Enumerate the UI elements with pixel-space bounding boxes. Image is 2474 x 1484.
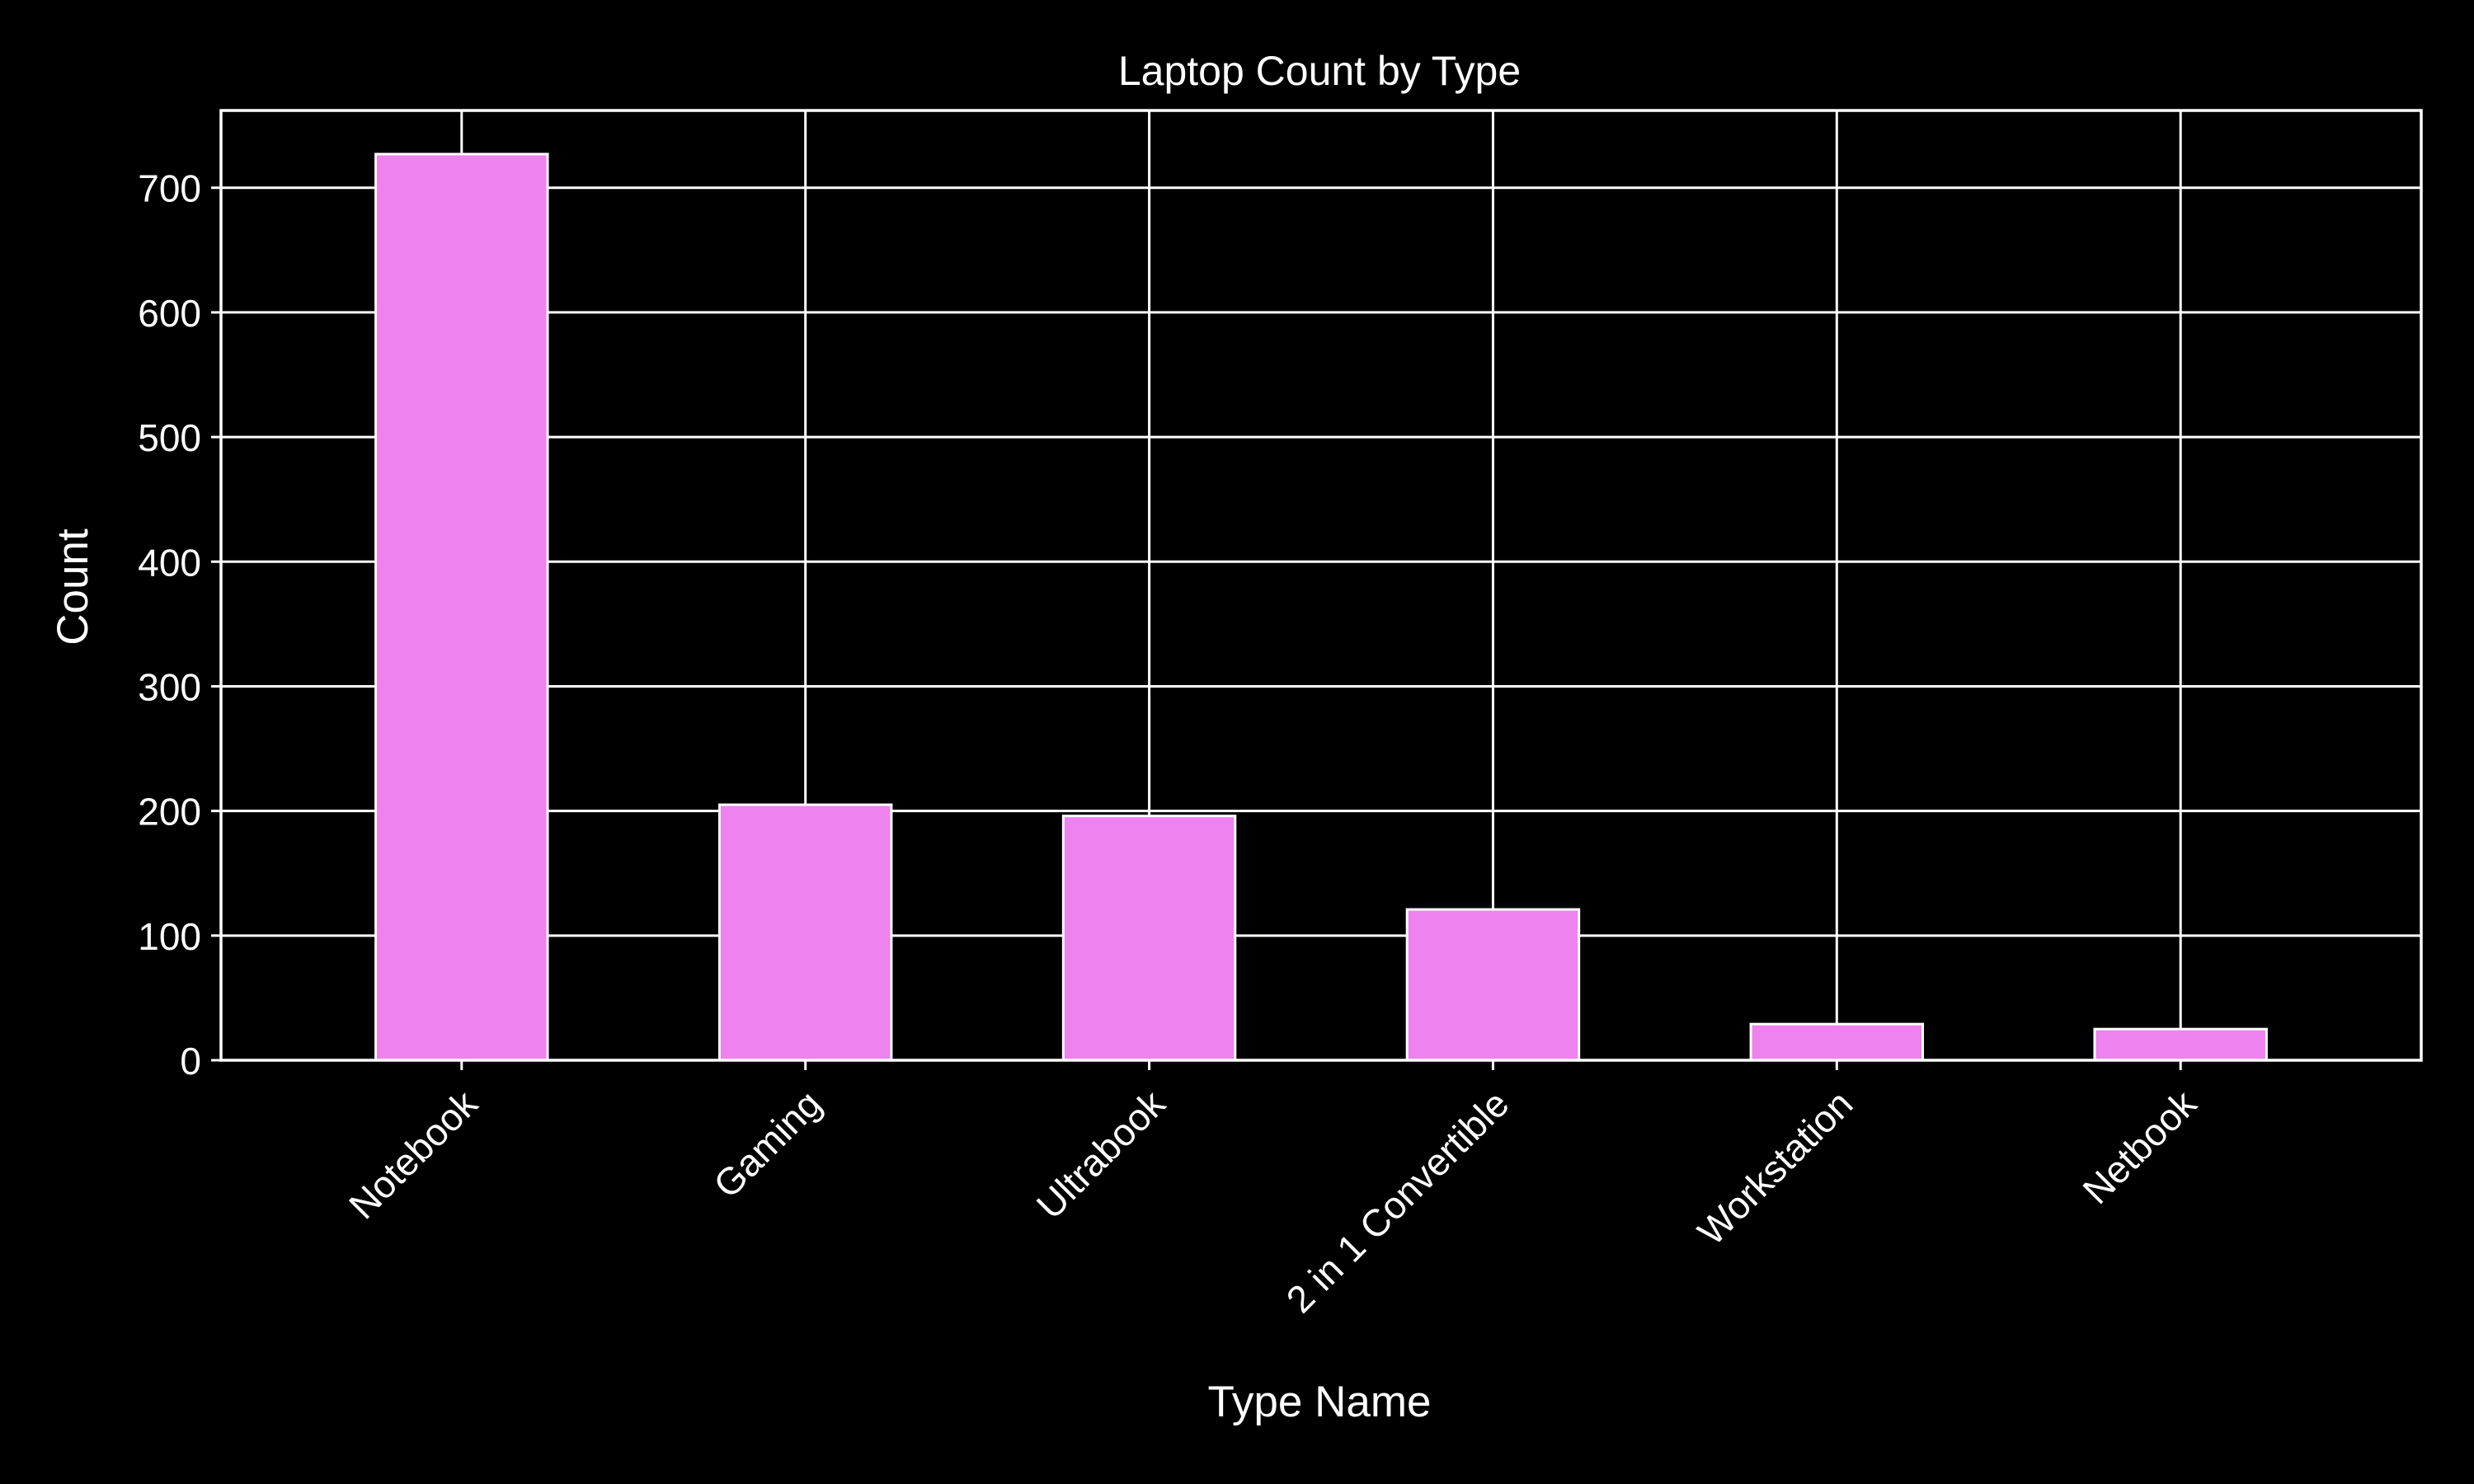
bar — [1405, 908, 1581, 1062]
y-tick-label: 300 — [138, 665, 201, 708]
bar — [1749, 1022, 1925, 1062]
grid-lines — [221, 110, 2421, 1062]
x-axis-label: Type Name — [1207, 1378, 1431, 1426]
bars — [374, 153, 2268, 1062]
y-tick-label: 700 — [138, 167, 201, 210]
y-tick-label: 200 — [138, 791, 201, 834]
y-tick-label: 400 — [138, 541, 201, 584]
chart-title: Laptop Count by Type — [1118, 48, 1521, 94]
bar — [374, 153, 549, 1062]
plot-frame — [219, 109, 2423, 1062]
y-tick-label: 100 — [138, 915, 201, 958]
bar — [2093, 1027, 2268, 1062]
bar — [1061, 815, 1237, 1062]
bar — [717, 803, 893, 1062]
y-tick-label: 0 — [180, 1040, 201, 1082]
y-tick-label: 600 — [138, 292, 201, 335]
y-axis-label: Count — [49, 528, 97, 646]
y-tick-label: 500 — [138, 416, 201, 459]
